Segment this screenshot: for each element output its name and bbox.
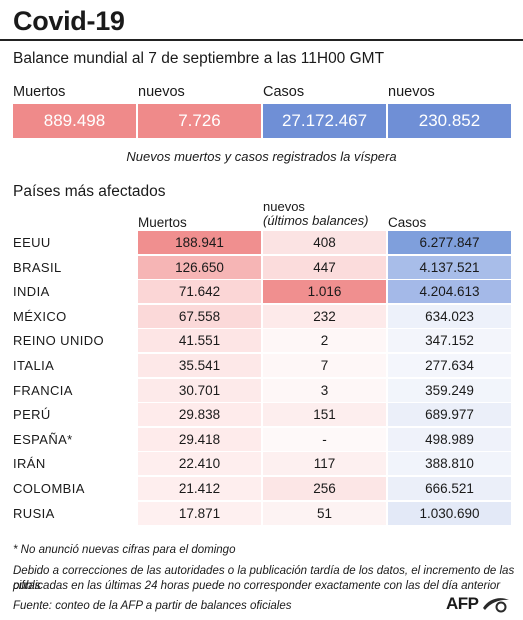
title-rule bbox=[0, 39, 523, 41]
country-name: RUSIA bbox=[13, 505, 55, 521]
cases-cell: 4.204.613 bbox=[388, 280, 511, 304]
cases-cell: 1.030.690 bbox=[388, 501, 511, 525]
header-deaths: Muertos bbox=[138, 215, 187, 230]
deaths-cell: 29.838 bbox=[138, 403, 261, 427]
summary-note: Nuevos muertos y casos registrados la ví… bbox=[126, 149, 397, 164]
table-row: COLOMBIA 21.412 256 666.521 bbox=[0, 477, 523, 500]
country-name: COLOMBIA bbox=[13, 481, 85, 496]
cases-cell: 634.023 bbox=[388, 304, 511, 328]
deaths-cell: 22.410 bbox=[138, 452, 261, 476]
new-cell: 117 bbox=[263, 452, 386, 476]
cases-cell: 359.249 bbox=[388, 378, 511, 402]
summary-new-deaths-label: nuevos bbox=[138, 84, 185, 100]
cases-cell: 689.977 bbox=[388, 403, 511, 427]
cases-cell: 277.634 bbox=[388, 354, 511, 377]
afp-swoosh-icon bbox=[482, 598, 509, 613]
new-cell: 2 bbox=[263, 329, 386, 353]
new-cell: 232 bbox=[263, 304, 386, 328]
header-new-line1: nuevos bbox=[263, 199, 305, 214]
footnote-asterisk: * No anunció nuevas cifras para el domin… bbox=[13, 544, 236, 556]
country-name: MÉXICO bbox=[13, 308, 67, 324]
country-name: REINO UNIDO bbox=[13, 333, 105, 349]
table-row: PERÚ 29.838 151 689.977 bbox=[0, 403, 523, 427]
deaths-cell: 21.412 bbox=[138, 477, 261, 500]
cases-cell: 498.989 bbox=[388, 427, 511, 451]
page-subtitle: Balance mundial al 7 de septiembre a las… bbox=[13, 50, 385, 67]
deaths-cell: 188.941 bbox=[138, 231, 261, 254]
deaths-cell: 35.541 bbox=[138, 354, 261, 377]
table-row: REINO UNIDO 41.551 2 347.152 bbox=[0, 329, 523, 353]
table-row: ITALIA 35.541 7 277.634 bbox=[0, 354, 523, 377]
afp-logo: AFP bbox=[446, 594, 511, 614]
afp-logo-text: AFP bbox=[446, 594, 479, 613]
country-name: IRÁN bbox=[13, 456, 46, 472]
deaths-cell: 126.650 bbox=[138, 255, 261, 279]
table-row: MÉXICO 67.558 232 634.023 bbox=[0, 304, 523, 328]
cases-cell: 347.152 bbox=[388, 329, 511, 353]
new-cell: 3 bbox=[263, 378, 386, 402]
summary-cases-label: Casos bbox=[263, 84, 305, 100]
country-name: EEUU bbox=[13, 235, 51, 250]
table-row: FRANCIA 30.701 3 359.249 bbox=[0, 378, 523, 402]
new-cell: 1.016 bbox=[263, 280, 386, 304]
section-title: Países más afectados bbox=[13, 183, 166, 200]
new-cell: 256 bbox=[263, 477, 386, 500]
summary-new-deaths-value: 7.726 bbox=[138, 104, 261, 138]
new-cell: - bbox=[263, 427, 386, 451]
deaths-cell: 41.551 bbox=[138, 329, 261, 353]
cases-cell: 666.521 bbox=[388, 477, 511, 500]
summary-deaths-label: Muertos bbox=[13, 84, 66, 100]
new-cell: 447 bbox=[263, 255, 386, 279]
cases-cell: 6.277.847 bbox=[388, 231, 511, 254]
footnote-disclaimer-line1: Debido a correcciones de las autoridades… bbox=[13, 565, 515, 592]
header-new-line2: (últimos balances) bbox=[263, 213, 369, 228]
footnote-source: Fuente: conteo de la AFP a partir de bal… bbox=[13, 600, 292, 612]
table-row: RUSIA 17.871 51 1.030.690 bbox=[0, 501, 523, 525]
summary-deaths-value: 889.498 bbox=[13, 104, 136, 138]
new-cell: 51 bbox=[263, 501, 386, 525]
cases-cell: 4.137.521 bbox=[388, 255, 511, 279]
page-title: Covid-19 bbox=[13, 6, 125, 36]
table-row: INDIA 71.642 1.016 4.204.613 bbox=[0, 280, 523, 304]
table-row: ESPAÑA* 29.418-498.989 bbox=[0, 427, 523, 451]
country-name: PERÚ bbox=[13, 407, 51, 423]
table-row: IRÁN 22.410 117 388.810 bbox=[0, 452, 523, 476]
new-cell: 151 bbox=[263, 403, 386, 427]
deaths-cell: 29.418 bbox=[138, 427, 261, 451]
country-name: ESPAÑA* bbox=[13, 431, 73, 447]
deaths-cell: 30.701 bbox=[138, 378, 261, 402]
new-cell: 7 bbox=[263, 354, 386, 377]
country-name: FRANCIA bbox=[13, 382, 73, 398]
summary-new-cases-value: 230.852 bbox=[388, 104, 511, 138]
table-row: BRASIL 126.650 447 4.137.521 bbox=[0, 255, 523, 279]
table-row: EEUU 188.941 408 6.277.847 bbox=[0, 231, 523, 254]
country-name: ITALIA bbox=[13, 358, 55, 373]
summary-cases-value: 27.172.467 bbox=[263, 104, 386, 138]
new-cell: 408 bbox=[263, 231, 386, 254]
deaths-cell: 17.871 bbox=[138, 501, 261, 525]
deaths-cell: 67.558 bbox=[138, 304, 261, 328]
summary-new-cases-label: nuevos bbox=[388, 84, 435, 100]
country-name: BRASIL bbox=[13, 259, 62, 275]
cases-cell: 388.810 bbox=[388, 452, 511, 476]
country-name: INDIA bbox=[13, 284, 50, 300]
header-cases: Casos bbox=[388, 215, 427, 230]
deaths-cell: 71.642 bbox=[138, 280, 261, 304]
footnote-disclaimer-line2: publicadas en las últimas 24 horas puede… bbox=[13, 580, 501, 592]
